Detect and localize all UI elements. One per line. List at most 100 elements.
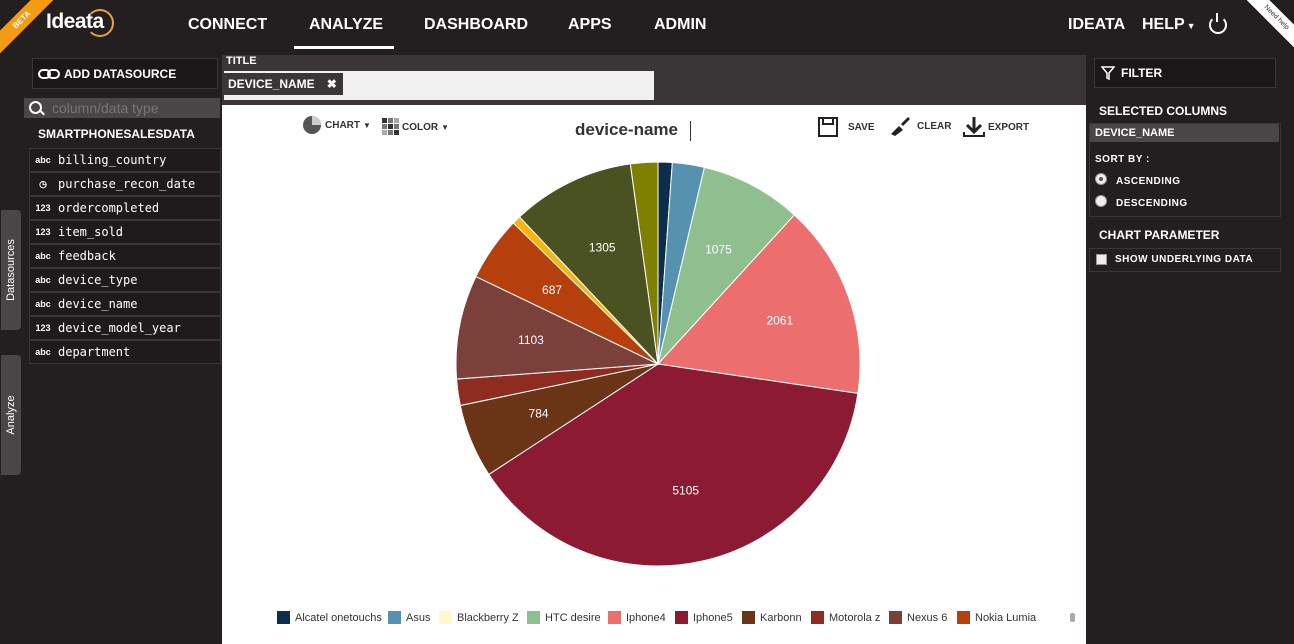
dimension-chip[interactable]: DEVICE_NAME ✖: [224, 73, 343, 95]
legend-label: Iphone4: [626, 611, 666, 624]
tab-datasources-label: Datasources: [5, 239, 17, 301]
color-label: COLOR: [402, 121, 439, 133]
show-underlying-label: SHOW UNDERLYING DATA: [1115, 254, 1254, 265]
chart-type-label: CHART: [325, 119, 360, 131]
chart-parameter-heading: CHART PARAMETER: [1090, 224, 1280, 246]
slice-value-label: 1103: [518, 333, 544, 347]
text-type-icon: abc: [35, 347, 51, 357]
color-dropdown[interactable]: COLOR ▼: [382, 118, 449, 136]
column-name: department: [58, 345, 131, 359]
legend-swatch: [675, 611, 688, 624]
add-datasource-label: ADD DATASOURCE: [64, 66, 177, 81]
text-type-icon: abc: [35, 299, 51, 309]
slice-value-label: 1075: [705, 243, 732, 257]
datasource-name[interactable]: SMARTPHONESALESDATA: [38, 127, 195, 141]
legend-label: Alcatel onetouchs: [295, 611, 382, 624]
tab-datasources[interactable]: Datasources: [1, 210, 21, 330]
filter-button[interactable]: FILTER: [1094, 58, 1276, 88]
legend-scroll-handle[interactable]: [1070, 613, 1075, 622]
clear-label: CLEAR: [917, 120, 952, 132]
legend-item[interactable]: Blackberry Z: [439, 611, 519, 624]
top-navbar: BETA Ideata CONNECT ANALYZE DASHBOARD AP…: [0, 0, 1294, 54]
logo-ring-icon: [86, 9, 114, 37]
nav-analyze[interactable]: ANALYZE: [309, 16, 384, 33]
nav-apps[interactable]: APPS: [568, 16, 612, 33]
pie-slice[interactable]: [518, 163, 659, 366]
show-underlying-checkbox[interactable]: [1096, 254, 1107, 265]
legend-swatch: [608, 611, 621, 624]
legend-swatch: [957, 611, 970, 624]
clear-button[interactable]: CLEAR: [889, 116, 951, 136]
column-name: purchase_recon_date: [58, 177, 196, 191]
slice-value-label: 687: [542, 283, 562, 297]
column-item-feedback[interactable]: abc feedback: [29, 244, 221, 268]
selected-column-item[interactable]: DEVICE_NAME: [1090, 124, 1279, 142]
legend-label: Nexus 6: [907, 611, 948, 624]
ascending-radio[interactable]: [1095, 173, 1107, 185]
column-search: [24, 98, 220, 118]
text-type-icon: abc: [35, 251, 51, 261]
text-type-icon: abc: [35, 155, 51, 165]
close-icon[interactable]: ✖: [326, 77, 337, 91]
column-search-input[interactable]: [52, 98, 212, 118]
legend-item[interactable]: Alcatel onetouchs: [277, 611, 382, 624]
pie-slice[interactable]: [629, 161, 659, 365]
legend-label: Motorola z: [829, 611, 881, 624]
legend-item[interactable]: Asus: [388, 611, 430, 624]
descending-radio[interactable]: [1095, 195, 1107, 207]
selected-columns-heading: SELECTED COLUMNS: [1090, 100, 1280, 122]
user-menu[interactable]: IDEATA: [1068, 16, 1126, 33]
pie-slice[interactable]: [455, 275, 660, 380]
legend-item[interactable]: Iphone4: [608, 611, 666, 624]
slice-value-label: 784: [529, 406, 549, 420]
column-name: device_name: [58, 297, 138, 311]
nav-connect[interactable]: CONNECT: [188, 16, 268, 33]
column-item-item-sold[interactable]: 123 item_sold: [29, 220, 221, 244]
legend-item[interactable]: HTC desire: [527, 611, 601, 624]
legend-label: Karbonn: [760, 611, 802, 624]
funnel-icon: [1101, 66, 1115, 80]
legend-item[interactable]: Nokia Lumia: [957, 611, 1036, 624]
filter-label: FILTER: [1121, 66, 1163, 80]
save-button[interactable]: SAVE: [818, 117, 875, 137]
legend-label: Iphone5: [693, 611, 733, 624]
column-name: billing_country: [58, 153, 167, 167]
text-type-icon: abc: [35, 275, 51, 285]
column-item-device-type[interactable]: abc device_type: [29, 268, 221, 292]
legend-item[interactable]: Nexus 6: [889, 611, 947, 624]
add-datasource-button[interactable]: ADD DATASOURCE: [32, 58, 218, 89]
power-icon[interactable]: [1209, 13, 1227, 34]
legend-item[interactable]: Motorola z: [811, 611, 880, 624]
column-item-billing-country[interactable]: abc billing_country: [29, 148, 221, 172]
column-item-device-name[interactable]: abc device_name: [29, 292, 221, 316]
column-item-ordercompleted[interactable]: 123 ordercompleted: [29, 196, 221, 220]
tab-analyze[interactable]: Analyze: [1, 355, 21, 475]
column-item-device-model-year[interactable]: 123 device_model_year: [29, 316, 221, 340]
nav-dashboard[interactable]: DASHBOARD: [424, 16, 528, 33]
pie-chart[interactable]: 1075 2061 5105 784 1103 687 1305: [448, 154, 868, 574]
nav-admin[interactable]: ADMIN: [654, 16, 707, 33]
brush-icon: [891, 117, 910, 136]
legend-swatch: [277, 611, 290, 624]
save-icon: [818, 117, 838, 137]
slice-value-label: 2061: [766, 314, 793, 328]
pie-slice[interactable]: [656, 214, 861, 394]
column-item-purchase-recon-date[interactable]: ◷ purchase_recon_date: [29, 172, 221, 196]
number-type-icon: 123: [35, 323, 51, 333]
active-nav-indicator: [294, 46, 394, 49]
save-label: SAVE: [848, 121, 875, 133]
column-item-department[interactable]: abc department: [29, 340, 221, 364]
chevron-down-icon: ▼: [1186, 21, 1196, 31]
chart-title[interactable]: device-name: [575, 120, 678, 139]
legend-swatch: [527, 611, 540, 624]
need-help-ribbon[interactable]: Need help: [1242, 0, 1294, 52]
help-menu[interactable]: HELP ▼: [1142, 16, 1196, 34]
export-button[interactable]: EXPORT: [962, 116, 1029, 138]
descending-label: DESCENDING: [1116, 198, 1188, 209]
legend-item[interactable]: Iphone5: [675, 611, 733, 624]
column-name: device_type: [58, 273, 138, 287]
chart-type-dropdown[interactable]: CHART ▼: [302, 115, 371, 135]
legend-swatch: [388, 611, 401, 624]
pie-slice[interactable]: [657, 166, 796, 366]
legend-item[interactable]: Karbonn: [742, 611, 802, 624]
